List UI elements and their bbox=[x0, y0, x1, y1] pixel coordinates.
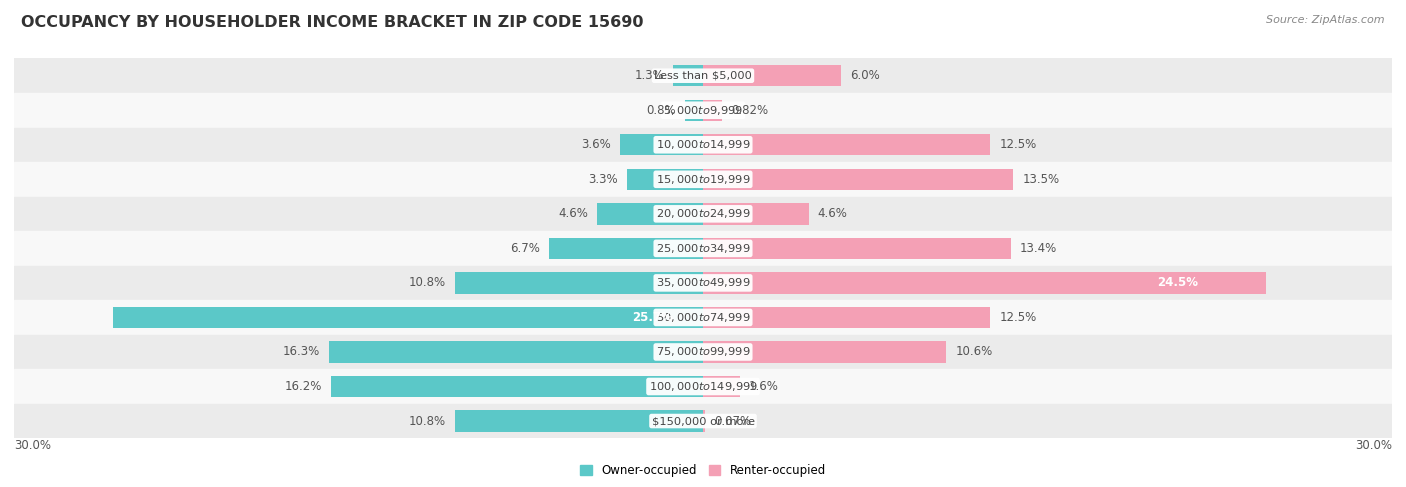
Bar bbox=[673, 65, 703, 86]
Text: 12.5%: 12.5% bbox=[1000, 311, 1036, 324]
Bar bbox=[112, 307, 703, 328]
Text: 12.5%: 12.5% bbox=[1000, 138, 1036, 151]
Text: $20,000 to $24,999: $20,000 to $24,999 bbox=[655, 207, 751, 220]
Text: 1.6%: 1.6% bbox=[749, 380, 779, 393]
Bar bbox=[703, 65, 841, 86]
Bar bbox=[703, 238, 1011, 259]
Text: 1.3%: 1.3% bbox=[634, 69, 664, 82]
Text: 3.3%: 3.3% bbox=[588, 173, 619, 186]
Bar bbox=[14, 369, 1392, 404]
Text: 30.0%: 30.0% bbox=[1355, 439, 1392, 452]
Bar bbox=[14, 128, 1392, 162]
Bar bbox=[14, 93, 1392, 128]
Text: $150,000 or more: $150,000 or more bbox=[651, 416, 755, 426]
Text: Less than $5,000: Less than $5,000 bbox=[654, 71, 752, 81]
Bar bbox=[550, 238, 703, 259]
Bar bbox=[456, 272, 703, 294]
Bar bbox=[14, 335, 1392, 369]
Text: 10.8%: 10.8% bbox=[409, 277, 446, 289]
Text: 4.6%: 4.6% bbox=[818, 207, 848, 220]
Bar bbox=[703, 203, 808, 225]
Bar bbox=[703, 169, 1012, 190]
Legend: Owner-occupied, Renter-occupied: Owner-occupied, Renter-occupied bbox=[575, 459, 831, 482]
Text: 16.2%: 16.2% bbox=[284, 380, 322, 393]
Text: 13.5%: 13.5% bbox=[1022, 173, 1059, 186]
Text: $25,000 to $34,999: $25,000 to $34,999 bbox=[655, 242, 751, 255]
Text: $50,000 to $74,999: $50,000 to $74,999 bbox=[655, 311, 751, 324]
Bar bbox=[330, 376, 703, 397]
Text: $5,000 to $9,999: $5,000 to $9,999 bbox=[664, 104, 742, 117]
Text: 6.0%: 6.0% bbox=[851, 69, 880, 82]
Bar bbox=[685, 99, 703, 121]
Bar bbox=[14, 300, 1392, 335]
Text: $100,000 to $149,999: $100,000 to $149,999 bbox=[648, 380, 758, 393]
Bar bbox=[456, 411, 703, 432]
Bar bbox=[703, 411, 704, 432]
Bar bbox=[14, 231, 1392, 265]
Bar bbox=[620, 134, 703, 155]
Text: $15,000 to $19,999: $15,000 to $19,999 bbox=[655, 173, 751, 186]
Text: 13.4%: 13.4% bbox=[1019, 242, 1057, 255]
Text: 4.6%: 4.6% bbox=[558, 207, 588, 220]
Text: 30.0%: 30.0% bbox=[14, 439, 51, 452]
Text: Source: ZipAtlas.com: Source: ZipAtlas.com bbox=[1267, 15, 1385, 25]
Bar bbox=[627, 169, 703, 190]
Text: 0.07%: 0.07% bbox=[714, 414, 751, 428]
Bar bbox=[703, 134, 990, 155]
Bar bbox=[14, 162, 1392, 197]
Bar bbox=[598, 203, 703, 225]
Text: 3.6%: 3.6% bbox=[582, 138, 612, 151]
Bar bbox=[703, 341, 946, 363]
Text: $10,000 to $14,999: $10,000 to $14,999 bbox=[655, 138, 751, 151]
Text: 25.7%: 25.7% bbox=[633, 311, 673, 324]
Bar bbox=[14, 197, 1392, 231]
Text: OCCUPANCY BY HOUSEHOLDER INCOME BRACKET IN ZIP CODE 15690: OCCUPANCY BY HOUSEHOLDER INCOME BRACKET … bbox=[21, 15, 644, 30]
Text: 6.7%: 6.7% bbox=[510, 242, 540, 255]
Bar bbox=[329, 341, 703, 363]
Text: 0.8%: 0.8% bbox=[645, 104, 675, 117]
Bar bbox=[14, 265, 1392, 300]
Text: 10.8%: 10.8% bbox=[409, 414, 446, 428]
Text: $35,000 to $49,999: $35,000 to $49,999 bbox=[655, 277, 751, 289]
Bar bbox=[14, 58, 1392, 93]
Text: 0.82%: 0.82% bbox=[731, 104, 768, 117]
Bar bbox=[703, 307, 990, 328]
Bar bbox=[703, 376, 740, 397]
Bar bbox=[14, 404, 1392, 438]
Text: 24.5%: 24.5% bbox=[1157, 277, 1198, 289]
Text: $75,000 to $99,999: $75,000 to $99,999 bbox=[655, 345, 751, 358]
Text: 10.6%: 10.6% bbox=[956, 345, 993, 358]
Bar bbox=[703, 99, 721, 121]
Bar bbox=[703, 272, 1265, 294]
Text: 16.3%: 16.3% bbox=[283, 345, 319, 358]
